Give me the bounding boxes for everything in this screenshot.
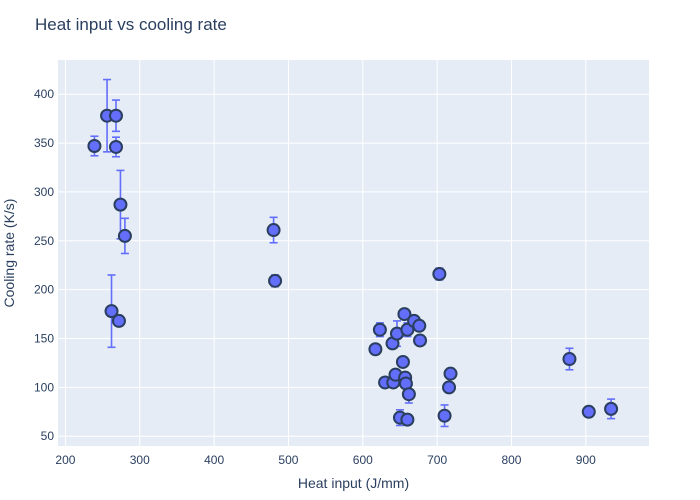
data-points <box>87 108 619 427</box>
x-axis-title: Heat input (J/mm) <box>298 475 409 491</box>
data-point[interactable] <box>108 108 123 123</box>
y-tick-label: 200 <box>34 283 54 297</box>
chart-title: Heat input vs cooling rate <box>35 15 227 34</box>
data-point[interactable] <box>395 354 410 369</box>
y-axis-title: Cooling rate (K/s) <box>1 199 17 308</box>
data-point[interactable] <box>401 387 416 402</box>
y-tick-label: 100 <box>34 380 54 394</box>
data-point[interactable] <box>372 322 387 337</box>
data-point[interactable] <box>268 273 283 288</box>
data-point[interactable] <box>104 304 119 319</box>
y-tick-label: 350 <box>34 136 54 150</box>
x-tick-label: 200 <box>55 453 75 467</box>
data-point[interactable] <box>108 139 123 154</box>
y-gridlines <box>58 93 649 437</box>
y-tick-label: 250 <box>34 234 54 248</box>
x-tick-label: 300 <box>130 453 150 467</box>
y-tick-label: 150 <box>34 332 54 346</box>
y-tick-label: 50 <box>41 429 55 443</box>
x-tick-labels: 200 300 400 500 600 700 800 900 <box>55 453 596 467</box>
x-tick-label: 700 <box>427 453 447 467</box>
data-point[interactable] <box>117 228 132 243</box>
data-point[interactable] <box>113 197 128 212</box>
x-tick-label: 500 <box>278 453 298 467</box>
data-point[interactable] <box>604 401 619 416</box>
x-tick-label: 400 <box>204 453 224 467</box>
x-tick-label: 800 <box>501 453 521 467</box>
data-point[interactable] <box>111 313 126 328</box>
x-tick-label: 900 <box>576 453 596 467</box>
data-point[interactable] <box>581 404 596 419</box>
data-point[interactable] <box>437 408 452 423</box>
plot-area <box>58 60 649 446</box>
data-point[interactable] <box>397 307 412 322</box>
data-point[interactable] <box>400 412 415 427</box>
data-point[interactable] <box>87 138 102 153</box>
x-tick-label: 600 <box>353 453 373 467</box>
y-tick-label: 300 <box>34 185 54 199</box>
data-point[interactable] <box>562 352 577 367</box>
data-point[interactable] <box>442 380 457 395</box>
data-point[interactable] <box>443 366 458 381</box>
data-point[interactable] <box>368 342 383 357</box>
x-gridlines <box>64 60 587 446</box>
data-point[interactable] <box>412 318 427 333</box>
data-point[interactable] <box>413 333 428 348</box>
y-tick-label: 400 <box>34 87 54 101</box>
y-tick-labels: 50 100 150 200 250 300 350 400 <box>34 87 54 443</box>
data-point[interactable] <box>432 267 447 282</box>
data-point[interactable] <box>266 223 281 238</box>
